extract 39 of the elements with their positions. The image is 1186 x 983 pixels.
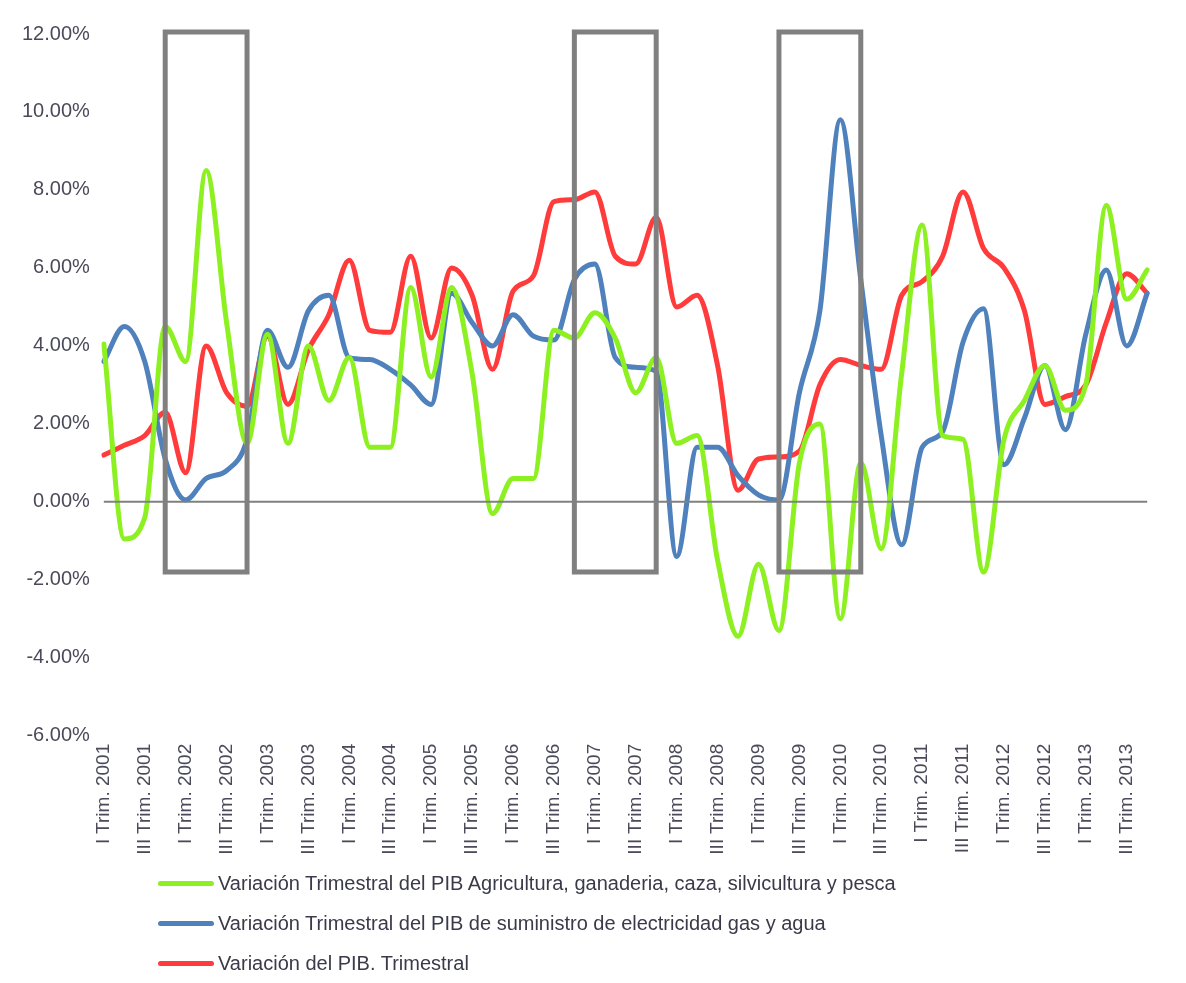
x-tick-label: I Trim. 2013 [1074, 743, 1096, 845]
x-tick-label: III Trim. 2011 [951, 743, 973, 854]
x-tick-label: I Trim. 2011 [910, 743, 932, 843]
y-tick-label: 12.00% [21, 21, 91, 44]
x-tick-label: III Trim. 2003 [296, 743, 318, 855]
y-tick-label: 2.00% [33, 411, 91, 434]
x-tick-label: III Trim. 2008 [705, 743, 727, 855]
y-tick-label: 8.00% [33, 177, 91, 200]
x-tick-label: I Trim. 2003 [255, 743, 277, 845]
x-tick-label: I Trim. 2010 [828, 743, 850, 845]
legend-label: Variación Trimestral del PIB Agricultura, ganaderia, caza, silvicultura y pesca [218, 871, 896, 895]
x-tick-label: I Trim. 2001 [92, 743, 114, 845]
x-tick-label: I Trim. 2008 [664, 743, 686, 845]
x-tick-label: III Trim. 2010 [869, 743, 891, 855]
y-tick-label: 6.00% [33, 255, 91, 278]
x-tick-label: III Trim. 2013 [1114, 743, 1136, 855]
x-tick-label: I Trim. 2012 [992, 743, 1014, 845]
x-tick-label: III Trim. 2004 [378, 743, 400, 855]
x-tick-label: III Trim. 2005 [460, 743, 482, 855]
y-tick-label: -2.00% [26, 567, 91, 590]
x-tick-label: I Trim. 2007 [583, 743, 605, 845]
x-tick-label: III Trim. 2007 [623, 743, 645, 855]
x-tick-label: III Trim. 2009 [787, 743, 809, 855]
y-tick-label: 0.00% [33, 489, 91, 512]
x-tick-label: I Trim. 2009 [746, 743, 768, 845]
y-tick-label: -6.00% [26, 723, 91, 746]
legend-label: Variación Trimestral del PIB de suministro de electricidad gas y agua [218, 911, 826, 935]
x-tick-label: III Trim. 2002 [214, 743, 236, 855]
x-tick-label: I Trim. 2006 [501, 743, 523, 845]
x-tick-label: I Trim. 2005 [419, 743, 441, 845]
legend-label: Variación del PIB. Trimestral [218, 951, 469, 975]
x-tick-label: I Trim. 2004 [337, 743, 359, 845]
x-tick-label: III Trim. 2001 [132, 743, 154, 855]
x-tick-label: III Trim. 2012 [1033, 743, 1055, 855]
y-tick-label: 10.00% [21, 99, 91, 122]
x-tick-label: I Trim. 2002 [173, 743, 195, 845]
y-tick-label: 4.00% [33, 333, 91, 356]
x-tick-label: III Trim. 2006 [542, 743, 564, 855]
y-tick-label: -4.00% [26, 645, 91, 668]
